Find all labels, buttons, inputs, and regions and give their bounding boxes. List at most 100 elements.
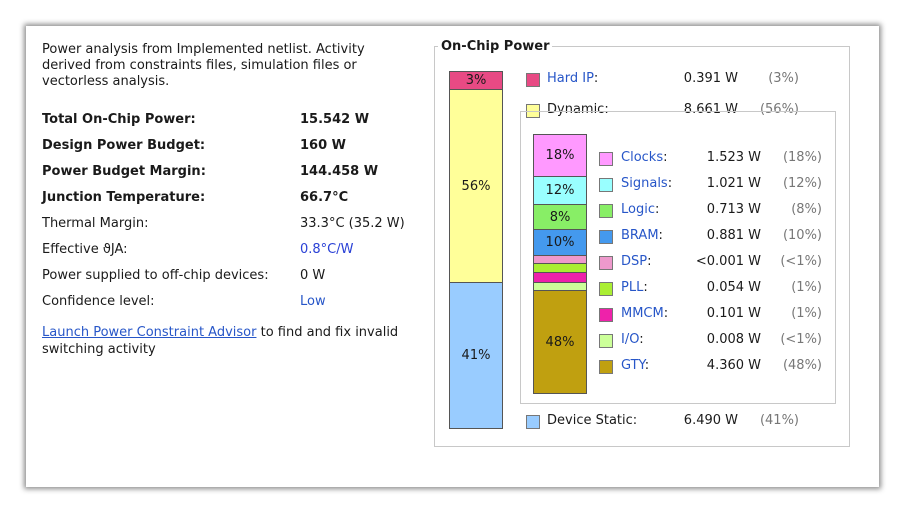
legend-colon: : (663, 306, 669, 321)
signals-segment: 12% (534, 177, 586, 205)
dsp-value: <0.001 W (695, 254, 761, 269)
row-value: 160 W (300, 138, 347, 153)
hard-ip-pct: (3%) (768, 71, 799, 86)
dsp-label[interactable]: DSP: (621, 254, 652, 269)
legend-text: Hard IP (547, 71, 594, 86)
pll-swatch (599, 282, 613, 296)
row-label: Power Budget Margin: (42, 164, 206, 179)
io-value: 0.008 W (706, 332, 761, 347)
dsp-pct: (<1%) (780, 254, 822, 269)
legend-colon: : (654, 202, 660, 217)
pll-pct: (1%) (791, 280, 822, 295)
logic-pct: (8%) (791, 202, 822, 217)
hard-ip-segment: 3% (450, 72, 502, 90)
dynamic-label: Dynamic: (547, 102, 609, 117)
legend-text: BRAM (621, 228, 659, 243)
hard-ip-label[interactable]: Hard IP: (547, 71, 598, 86)
clocks-value: 1.523 W (706, 150, 761, 165)
row-label: Total On-Chip Power: (42, 112, 196, 127)
pll-value: 0.054 W (706, 280, 761, 295)
dynamic-breakdown-box (520, 111, 836, 404)
confidence-level-link[interactable]: Low (300, 294, 326, 309)
logic-label[interactable]: Logic: (621, 202, 659, 217)
on-chip-power-group (434, 46, 850, 447)
row-label: Thermal Margin: (42, 216, 149, 231)
bar-label: 56% (461, 178, 491, 194)
bar-label: 10% (545, 235, 575, 250)
dynamic-pct: (56%) (759, 102, 799, 117)
bar-label: 3% (465, 73, 487, 88)
legend-text: MMCM (621, 306, 664, 321)
device-static-value: 6.490 W (683, 413, 738, 428)
mmcm-value: 0.101 W (706, 306, 761, 321)
clocks-label[interactable]: Clocks: (621, 150, 667, 165)
legend-text: I/O (621, 332, 640, 347)
signals-label[interactable]: Signals: (621, 176, 672, 191)
row-value: 0.8°C/W (300, 242, 354, 257)
gty-pct: (48%) (782, 358, 822, 373)
row-label: Effective ϑJA: (42, 242, 128, 257)
io-segment (534, 283, 586, 291)
legend-colon: : (667, 176, 673, 191)
signals-value: 1.021 W (706, 176, 761, 191)
row-value: 66.7°C (300, 190, 349, 205)
intro-text: Power analysis from Implemented netlist.… (42, 42, 365, 89)
legend-colon: : (644, 358, 650, 373)
power-summary-panel: Power analysis from Implemented netlist.… (26, 26, 879, 487)
row-value: 33.3°C (35.2 W) (300, 216, 405, 231)
logic-swatch (599, 204, 613, 218)
bram-swatch (599, 230, 613, 244)
row-label: Power supplied to off-chip devices: (42, 268, 269, 283)
pll-label[interactable]: PLL: (621, 280, 648, 295)
bram-segment: 10% (534, 230, 586, 256)
advisor-text: to find and fix invalid switching activi… (42, 325, 399, 357)
signals-swatch (599, 178, 613, 192)
mmcm-swatch (599, 308, 613, 322)
row-label: Junction Temperature: (42, 190, 206, 205)
logic-segment: 8% (534, 205, 586, 230)
legend-colon: : (643, 280, 648, 295)
legend-colon: : (639, 332, 644, 347)
clocks-swatch (599, 152, 613, 166)
gty-segment: 48% (534, 291, 586, 393)
bar-label: 41% (461, 348, 491, 363)
io-pct: (<1%) (780, 332, 822, 347)
bram-value: 0.881 W (706, 228, 761, 243)
legend-text: Clocks (621, 150, 664, 165)
bar-label: 8% (549, 209, 571, 225)
clocks-pct: (18%) (782, 150, 822, 165)
mmcm-pct: (1%) (791, 306, 822, 321)
row-label: Confidence level: (42, 294, 155, 309)
hard-ip-swatch (526, 73, 540, 87)
bram-label[interactable]: BRAM: (621, 228, 663, 243)
gty-label[interactable]: GTY: (621, 358, 649, 373)
bar-label: 12% (545, 183, 575, 198)
legend-text: PLL (621, 280, 644, 295)
legend-colon: : (658, 228, 663, 243)
legend-text: Logic (621, 202, 655, 217)
pll-segment (534, 264, 586, 273)
legend-text: Signals (621, 176, 668, 191)
launch-power-constraint-advisor-link[interactable]: Launch Power Constraint Advisor (42, 325, 257, 340)
device-static-swatch (526, 415, 540, 429)
on-chip-power-title: On-Chip Power (438, 39, 553, 54)
gty-value: 4.360 W (706, 358, 761, 373)
row-value: 15.542 W (300, 112, 370, 127)
signals-pct: (12%) (782, 176, 822, 191)
legend-colon: : (663, 150, 668, 165)
hard-ip-value: 0.391 W (683, 71, 738, 86)
legend-colon: : (647, 254, 652, 269)
logic-value: 0.713 W (706, 202, 761, 217)
io-swatch (599, 334, 613, 348)
row-value: 144.458 W (300, 164, 379, 179)
dsp-segment (534, 256, 586, 264)
legend-colon: : (593, 71, 599, 86)
dsp-swatch (599, 256, 613, 270)
mmcm-segment (534, 273, 586, 283)
main-power-bar: 3% 56% 41% (449, 71, 503, 429)
dynamic-value: 8.661 W (683, 102, 738, 117)
row-value: 0 W (300, 268, 326, 283)
mmcm-label[interactable]: MMCM: (621, 306, 668, 321)
io-label[interactable]: I/O: (621, 332, 644, 347)
legend-text: GTY (621, 358, 645, 373)
